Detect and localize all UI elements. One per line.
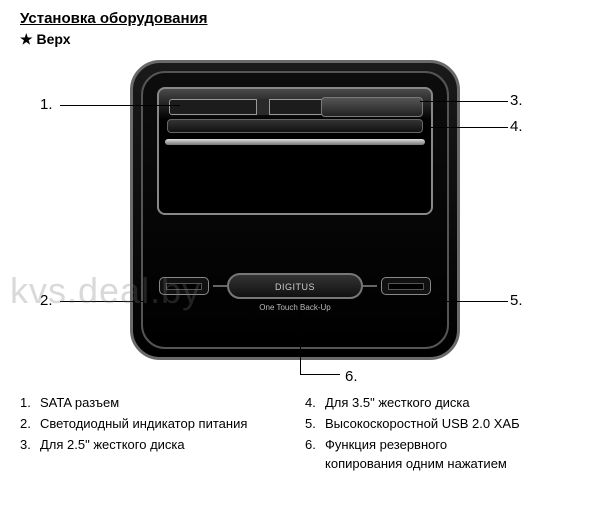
bottom-zone: DIGITUS One Touch Back-Up [157,273,433,333]
leader-5 [432,301,508,302]
panel-ridge [165,139,425,145]
leader-6h [300,374,340,375]
usb-slot [388,283,424,290]
legend-num: 1. [20,395,34,410]
legend-item-1: 1. SATA разъем [20,395,305,410]
subtitle-text: Верх [36,31,70,47]
callout-6: 6. [345,368,358,385]
device-body: DIGITUS One Touch Back-Up [141,71,449,349]
brand-label: DIGITUS [275,282,315,292]
page-title: Установка оборудования [20,10,593,27]
legend-num: 5. [305,416,319,431]
star-icon: ★ [20,31,33,47]
legend: 1. SATA разъем 2. Светодиодный индикатор… [20,395,603,471]
legend-item-5: 5. Высокоскоростной USB 2.0 ХАБ [305,416,603,431]
legend-item-3: 3. Для 2.5" жесткого диска [20,437,305,452]
legend-text: SATA разъем [40,395,119,410]
callout-2: 2. [40,292,53,309]
usb-hub-left [159,277,209,295]
legend-item-6: 6. Функция резервного [305,437,603,452]
legend-text: Светодиодный индикатор питания [40,416,247,431]
usb-hub-right [381,277,431,295]
backup-button: DIGITUS [227,273,363,299]
top-panel [157,87,433,215]
slot-25 [321,97,423,117]
diagram: DIGITUS One Touch Back-Up 1. 2. 3. 4. 5.… [0,50,613,390]
backup-caption: One Touch Back-Up [157,303,433,312]
legend-text: Функция резервного [325,437,447,452]
callout-3: 3. [510,92,523,109]
rail-right [363,285,377,287]
legend-item-4: 4. Для 3.5" жесткого диска [305,395,603,410]
legend-num: 3. [20,437,34,452]
legend-col-right: 4. Для 3.5" жесткого диска 5. Высокоскор… [305,395,603,471]
legend-num: 6. [305,437,319,452]
callout-1: 1. [40,96,53,113]
leader-6v [300,310,301,374]
legend-text: Для 2.5" жесткого диска [40,437,185,452]
leader-1 [60,105,180,106]
legend-text: Для 3.5" жесткого диска [325,395,470,410]
leader-2 [60,301,158,302]
rail-left [213,285,227,287]
legend-item-6-cont: копирования одним нажатием [325,456,603,471]
slot-35 [167,119,423,133]
header: Установка оборудования ★ Верх [0,0,613,50]
subtitle-row: ★ Верх [20,31,593,48]
legend-item-2: 2. Светодиодный индикатор питания [20,416,305,431]
usb-slot [166,283,202,290]
callout-4: 4. [510,118,523,135]
legend-col-left: 1. SATA разъем 2. Светодиодный индикатор… [20,395,305,471]
leader-3 [420,101,508,102]
leader-4 [430,127,508,128]
callout-5: 5. [510,292,523,309]
sata-divider [256,99,270,115]
sata-connector [169,99,329,115]
legend-num: 4. [305,395,319,410]
legend-text: Высокоскоростной USB 2.0 ХАБ [325,416,520,431]
legend-num: 2. [20,416,34,431]
